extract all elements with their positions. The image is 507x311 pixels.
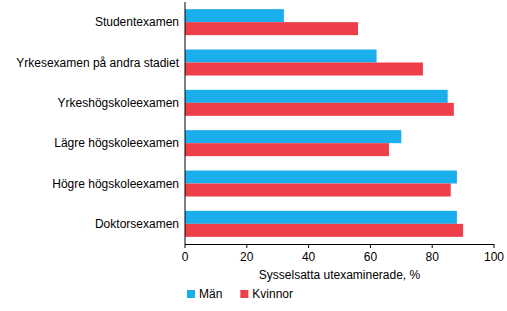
tick-label: 0	[182, 250, 189, 264]
bar	[185, 103, 454, 116]
bar	[185, 171, 457, 184]
tick-label: 60	[364, 250, 378, 264]
tick	[246, 244, 247, 248]
legend-swatch	[187, 290, 195, 298]
legend-label: Män	[199, 287, 222, 301]
axis-label: Sysselsatta utexaminerade, %	[259, 268, 421, 282]
tick	[185, 244, 186, 248]
bars	[185, 9, 463, 237]
category-label: Doktorsexamen	[95, 217, 179, 231]
tick	[370, 244, 371, 248]
bar	[185, 50, 377, 63]
bar	[185, 143, 389, 156]
bar	[185, 211, 457, 224]
bar	[185, 9, 284, 22]
tick	[494, 244, 495, 248]
category-label: Studentexamen	[95, 15, 179, 29]
category-label: Lägre högskoleexamen	[54, 136, 179, 150]
x-axis	[185, 244, 494, 245]
tick-label: 40	[302, 250, 316, 264]
category-label: Yrkesexamen på andra stadiet	[16, 56, 179, 70]
y-axis	[185, 2, 186, 244]
bar	[185, 90, 448, 103]
bar	[185, 22, 358, 35]
tick-label: 20	[240, 250, 254, 264]
category-label: Yrkeshögskoleexamen	[58, 96, 179, 110]
chart: 0 20 40 60 80 100 Studentexamen Yrkesexamen på …	[0, 0, 507, 311]
bar	[185, 184, 451, 197]
tick	[308, 244, 309, 248]
tick-label: 80	[426, 250, 440, 264]
bar	[185, 63, 423, 76]
bar	[185, 224, 463, 237]
tick-label: 100	[484, 250, 504, 264]
legend-label: Kvinnor	[252, 287, 293, 301]
tick	[432, 244, 433, 248]
legend-swatch	[240, 290, 248, 298]
bar	[185, 130, 401, 143]
category-label: Högre högskoleexamen	[52, 177, 179, 191]
